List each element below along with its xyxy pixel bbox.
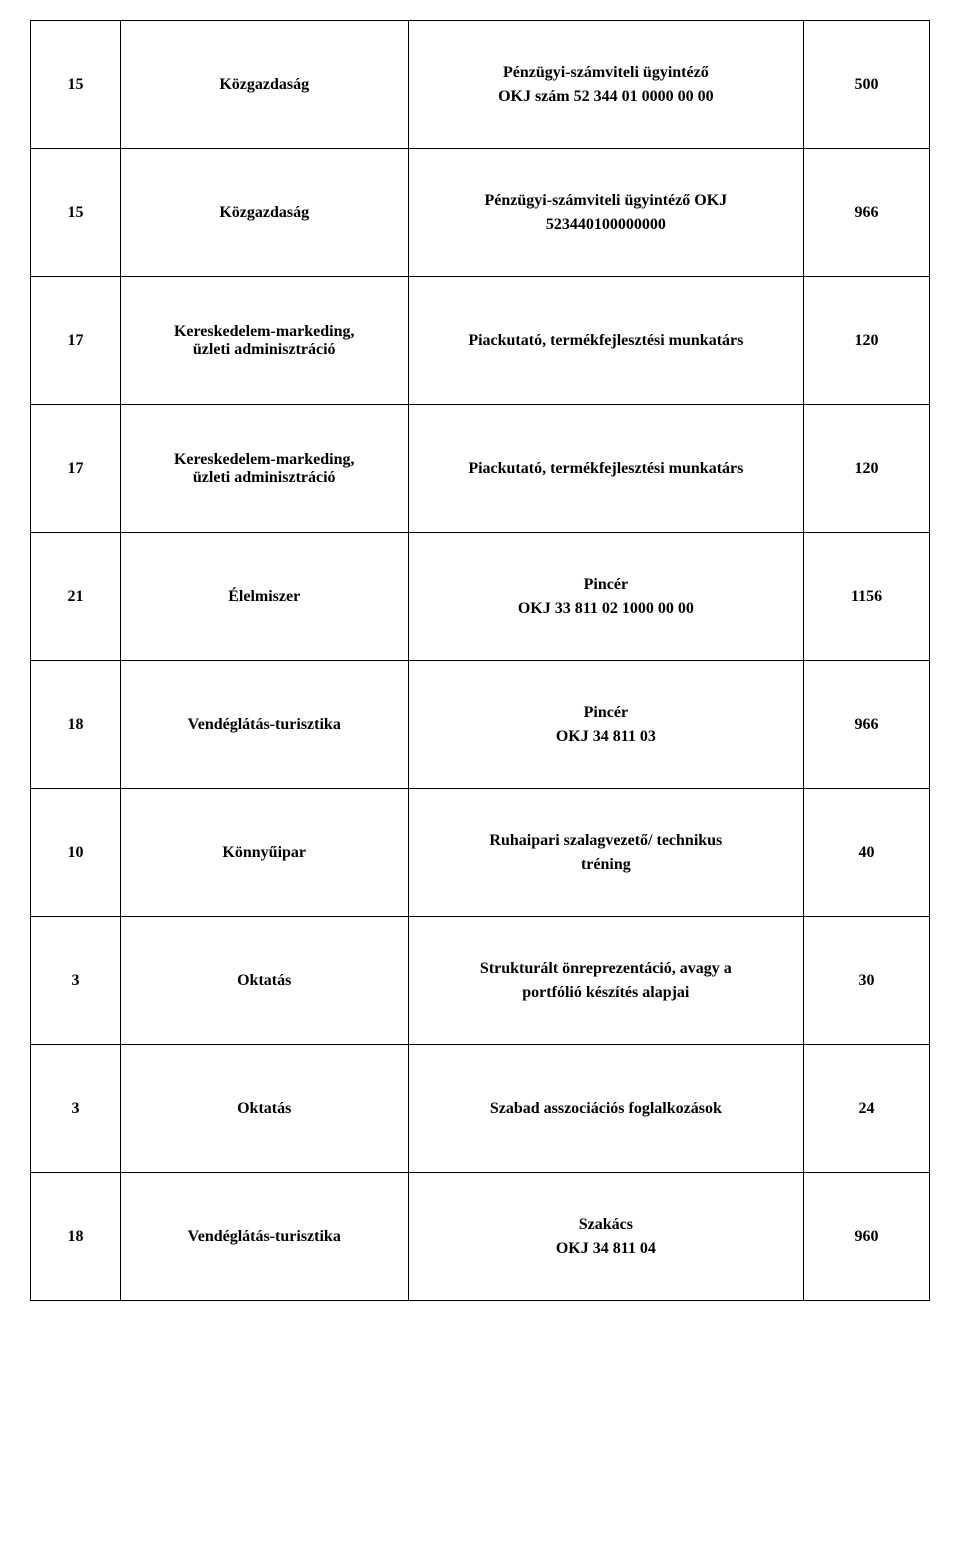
desc-line2: 523440100000000	[417, 213, 796, 236]
cell-value: 960	[804, 1173, 930, 1301]
table-row: 18 Vendéglátás-turisztika Pincér OKJ 34 …	[31, 661, 930, 789]
category-line1: Oktatás	[129, 972, 400, 990]
cell-description: Pénzügyi-számviteli ügyintéző OKJ 523440…	[408, 149, 804, 277]
desc-line1: Ruhaipari szalagvezető/ technikus	[417, 829, 796, 852]
cell-description: Piackutató, termékfejlesztési munkatárs	[408, 405, 804, 533]
category-line1: Közgazdaság	[129, 76, 400, 94]
cell-category: Könnyűipar	[120, 789, 408, 917]
desc-line1: Piackutató, termékfejlesztési munkatárs	[417, 457, 796, 480]
cell-value: 40	[804, 789, 930, 917]
table-row: 21 Élelmiszer Pincér OKJ 33 811 02 1000 …	[31, 533, 930, 661]
desc-line2: OKJ 33 811 02 1000 00 00	[417, 597, 796, 620]
table-row: 3 Oktatás Szabad asszociációs foglalkozá…	[31, 1045, 930, 1173]
cell-category: Kereskedelem-markeding, üzleti adminiszt…	[120, 405, 408, 533]
cell-num: 21	[31, 533, 121, 661]
cell-value: 120	[804, 405, 930, 533]
table-row: 3 Oktatás Strukturált önreprezentáció, a…	[31, 917, 930, 1045]
desc-line2: tréning	[417, 853, 796, 876]
cell-description: Piackutató, termékfejlesztési munkatárs	[408, 277, 804, 405]
category-line1: Kereskedelem-markeding,	[129, 323, 400, 341]
cell-value: 500	[804, 21, 930, 149]
cell-description: Szakács OKJ 34 811 04	[408, 1173, 804, 1301]
desc-line1: Pénzügyi-számviteli ügyintéző OKJ	[417, 189, 796, 212]
cell-description: Ruhaipari szalagvezető/ technikus trénin…	[408, 789, 804, 917]
cell-value: 24	[804, 1045, 930, 1173]
cell-num: 17	[31, 405, 121, 533]
cell-num: 15	[31, 21, 121, 149]
cell-value: 120	[804, 277, 930, 405]
category-line1: Oktatás	[129, 1100, 400, 1118]
cell-num: 18	[31, 1173, 121, 1301]
cell-description: Pénzügyi-számviteli ügyintéző OKJ szám 5…	[408, 21, 804, 149]
desc-line2: OKJ 34 811 04	[417, 1237, 796, 1260]
desc-line2: portfólió készítés alapjai	[417, 981, 796, 1004]
cell-category: Kereskedelem-markeding, üzleti adminiszt…	[120, 277, 408, 405]
table-row: 10 Könnyűipar Ruhaipari szalagvezető/ te…	[31, 789, 930, 917]
table-row: 17 Kereskedelem-markeding, üzleti admini…	[31, 277, 930, 405]
cell-category: Oktatás	[120, 917, 408, 1045]
cell-value: 1156	[804, 533, 930, 661]
category-line1: Közgazdaság	[129, 204, 400, 222]
desc-line1: Szakács	[417, 1213, 796, 1236]
cell-value: 966	[804, 661, 930, 789]
page: 15 Közgazdaság Pénzügyi-számviteli ügyin…	[0, 0, 960, 1341]
desc-line1: Pénzügyi-számviteli ügyintéző	[417, 61, 796, 84]
cell-category: Közgazdaság	[120, 21, 408, 149]
desc-line1: Pincér	[417, 701, 796, 724]
cell-value: 966	[804, 149, 930, 277]
table-row: 15 Közgazdaság Pénzügyi-számviteli ügyin…	[31, 149, 930, 277]
cell-num: 17	[31, 277, 121, 405]
desc-line1: Szabad asszociációs foglalkozások	[417, 1097, 796, 1120]
data-table: 15 Közgazdaság Pénzügyi-számviteli ügyin…	[30, 20, 930, 1301]
table-row: 18 Vendéglátás-turisztika Szakács OKJ 34…	[31, 1173, 930, 1301]
cell-category: Közgazdaság	[120, 149, 408, 277]
cell-description: Pincér OKJ 34 811 03	[408, 661, 804, 789]
cell-category: Vendéglátás-turisztika	[120, 1173, 408, 1301]
cell-value: 30	[804, 917, 930, 1045]
cell-description: Strukturált önreprezentáció, avagy a por…	[408, 917, 804, 1045]
cell-category: Vendéglátás-turisztika	[120, 661, 408, 789]
cell-num: 3	[31, 1045, 121, 1173]
category-line2: üzleti adminisztráció	[129, 469, 400, 487]
category-line1: Kereskedelem-markeding,	[129, 451, 400, 469]
category-line1: Vendéglátás-turisztika	[129, 716, 400, 734]
data-table-body: 15 Közgazdaság Pénzügyi-számviteli ügyin…	[31, 21, 930, 1301]
cell-num: 18	[31, 661, 121, 789]
cell-description: Pincér OKJ 33 811 02 1000 00 00	[408, 533, 804, 661]
category-line1: Könnyűipar	[129, 844, 400, 862]
cell-num: 10	[31, 789, 121, 917]
category-line1: Élelmiszer	[129, 588, 400, 606]
desc-line2: OKJ szám 52 344 01 0000 00 00	[417, 85, 796, 108]
desc-line2: OKJ 34 811 03	[417, 725, 796, 748]
cell-num: 15	[31, 149, 121, 277]
cell-category: Élelmiszer	[120, 533, 408, 661]
desc-line1: Strukturált önreprezentáció, avagy a	[417, 957, 796, 980]
category-line1: Vendéglátás-turisztika	[129, 1228, 400, 1246]
cell-num: 3	[31, 917, 121, 1045]
category-line2: üzleti adminisztráció	[129, 341, 400, 359]
desc-line1: Pincér	[417, 573, 796, 596]
cell-description: Szabad asszociációs foglalkozások	[408, 1045, 804, 1173]
table-row: 15 Közgazdaság Pénzügyi-számviteli ügyin…	[31, 21, 930, 149]
cell-category: Oktatás	[120, 1045, 408, 1173]
table-row: 17 Kereskedelem-markeding, üzleti admini…	[31, 405, 930, 533]
desc-line1: Piackutató, termékfejlesztési munkatárs	[417, 329, 796, 352]
